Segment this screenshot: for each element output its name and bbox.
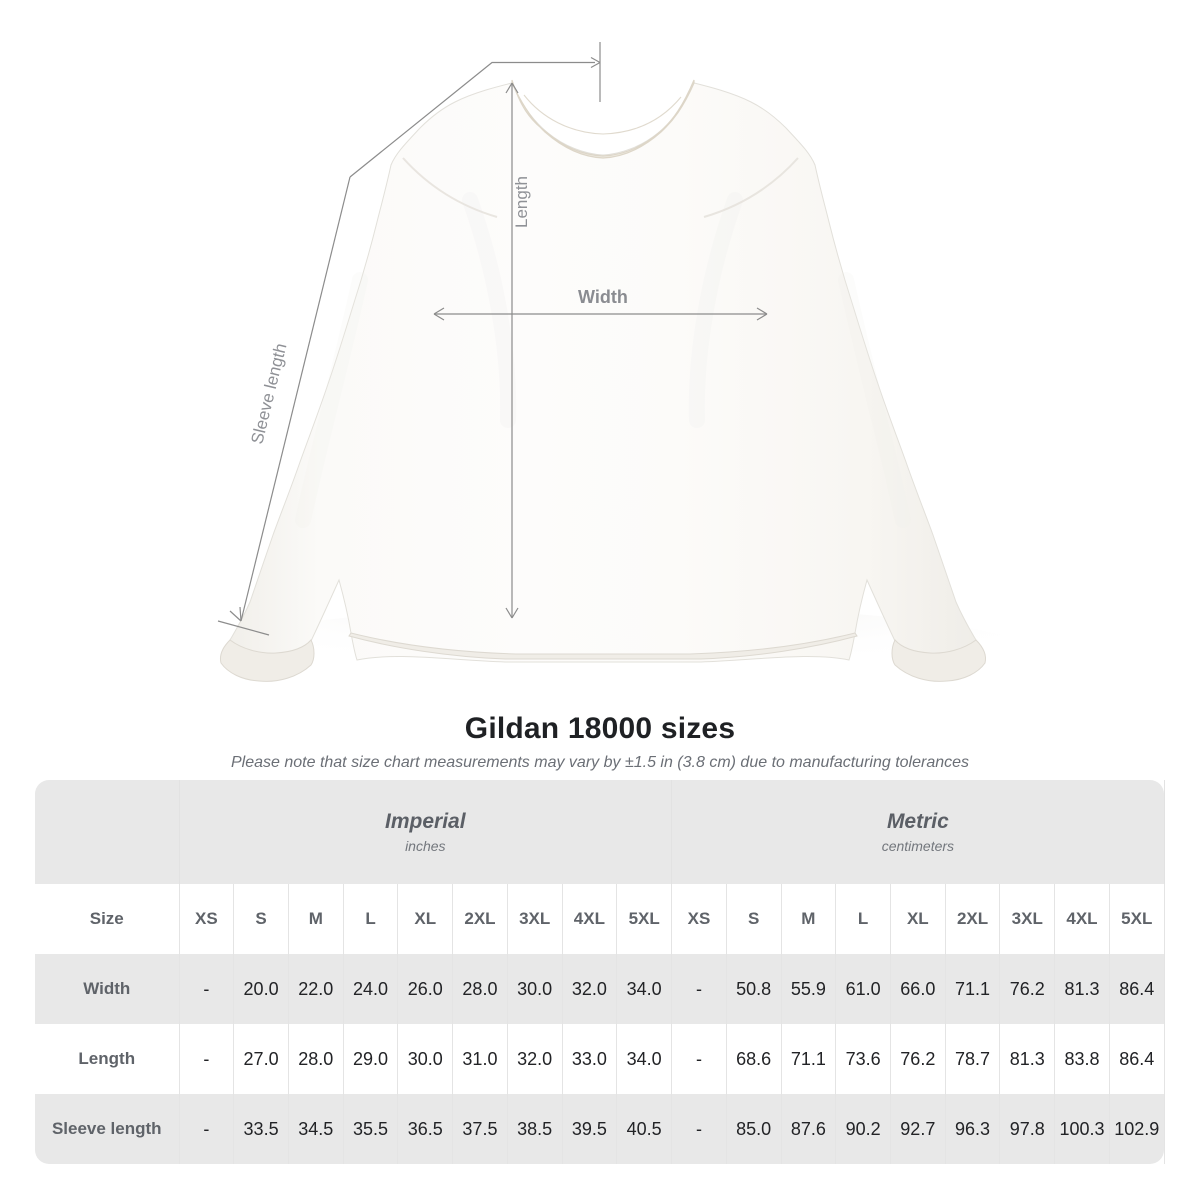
- svg-text:Sleeve length: Sleeve length: [247, 341, 290, 446]
- svg-text:Width: Width: [578, 287, 628, 307]
- svg-text:Length: Length: [512, 176, 531, 228]
